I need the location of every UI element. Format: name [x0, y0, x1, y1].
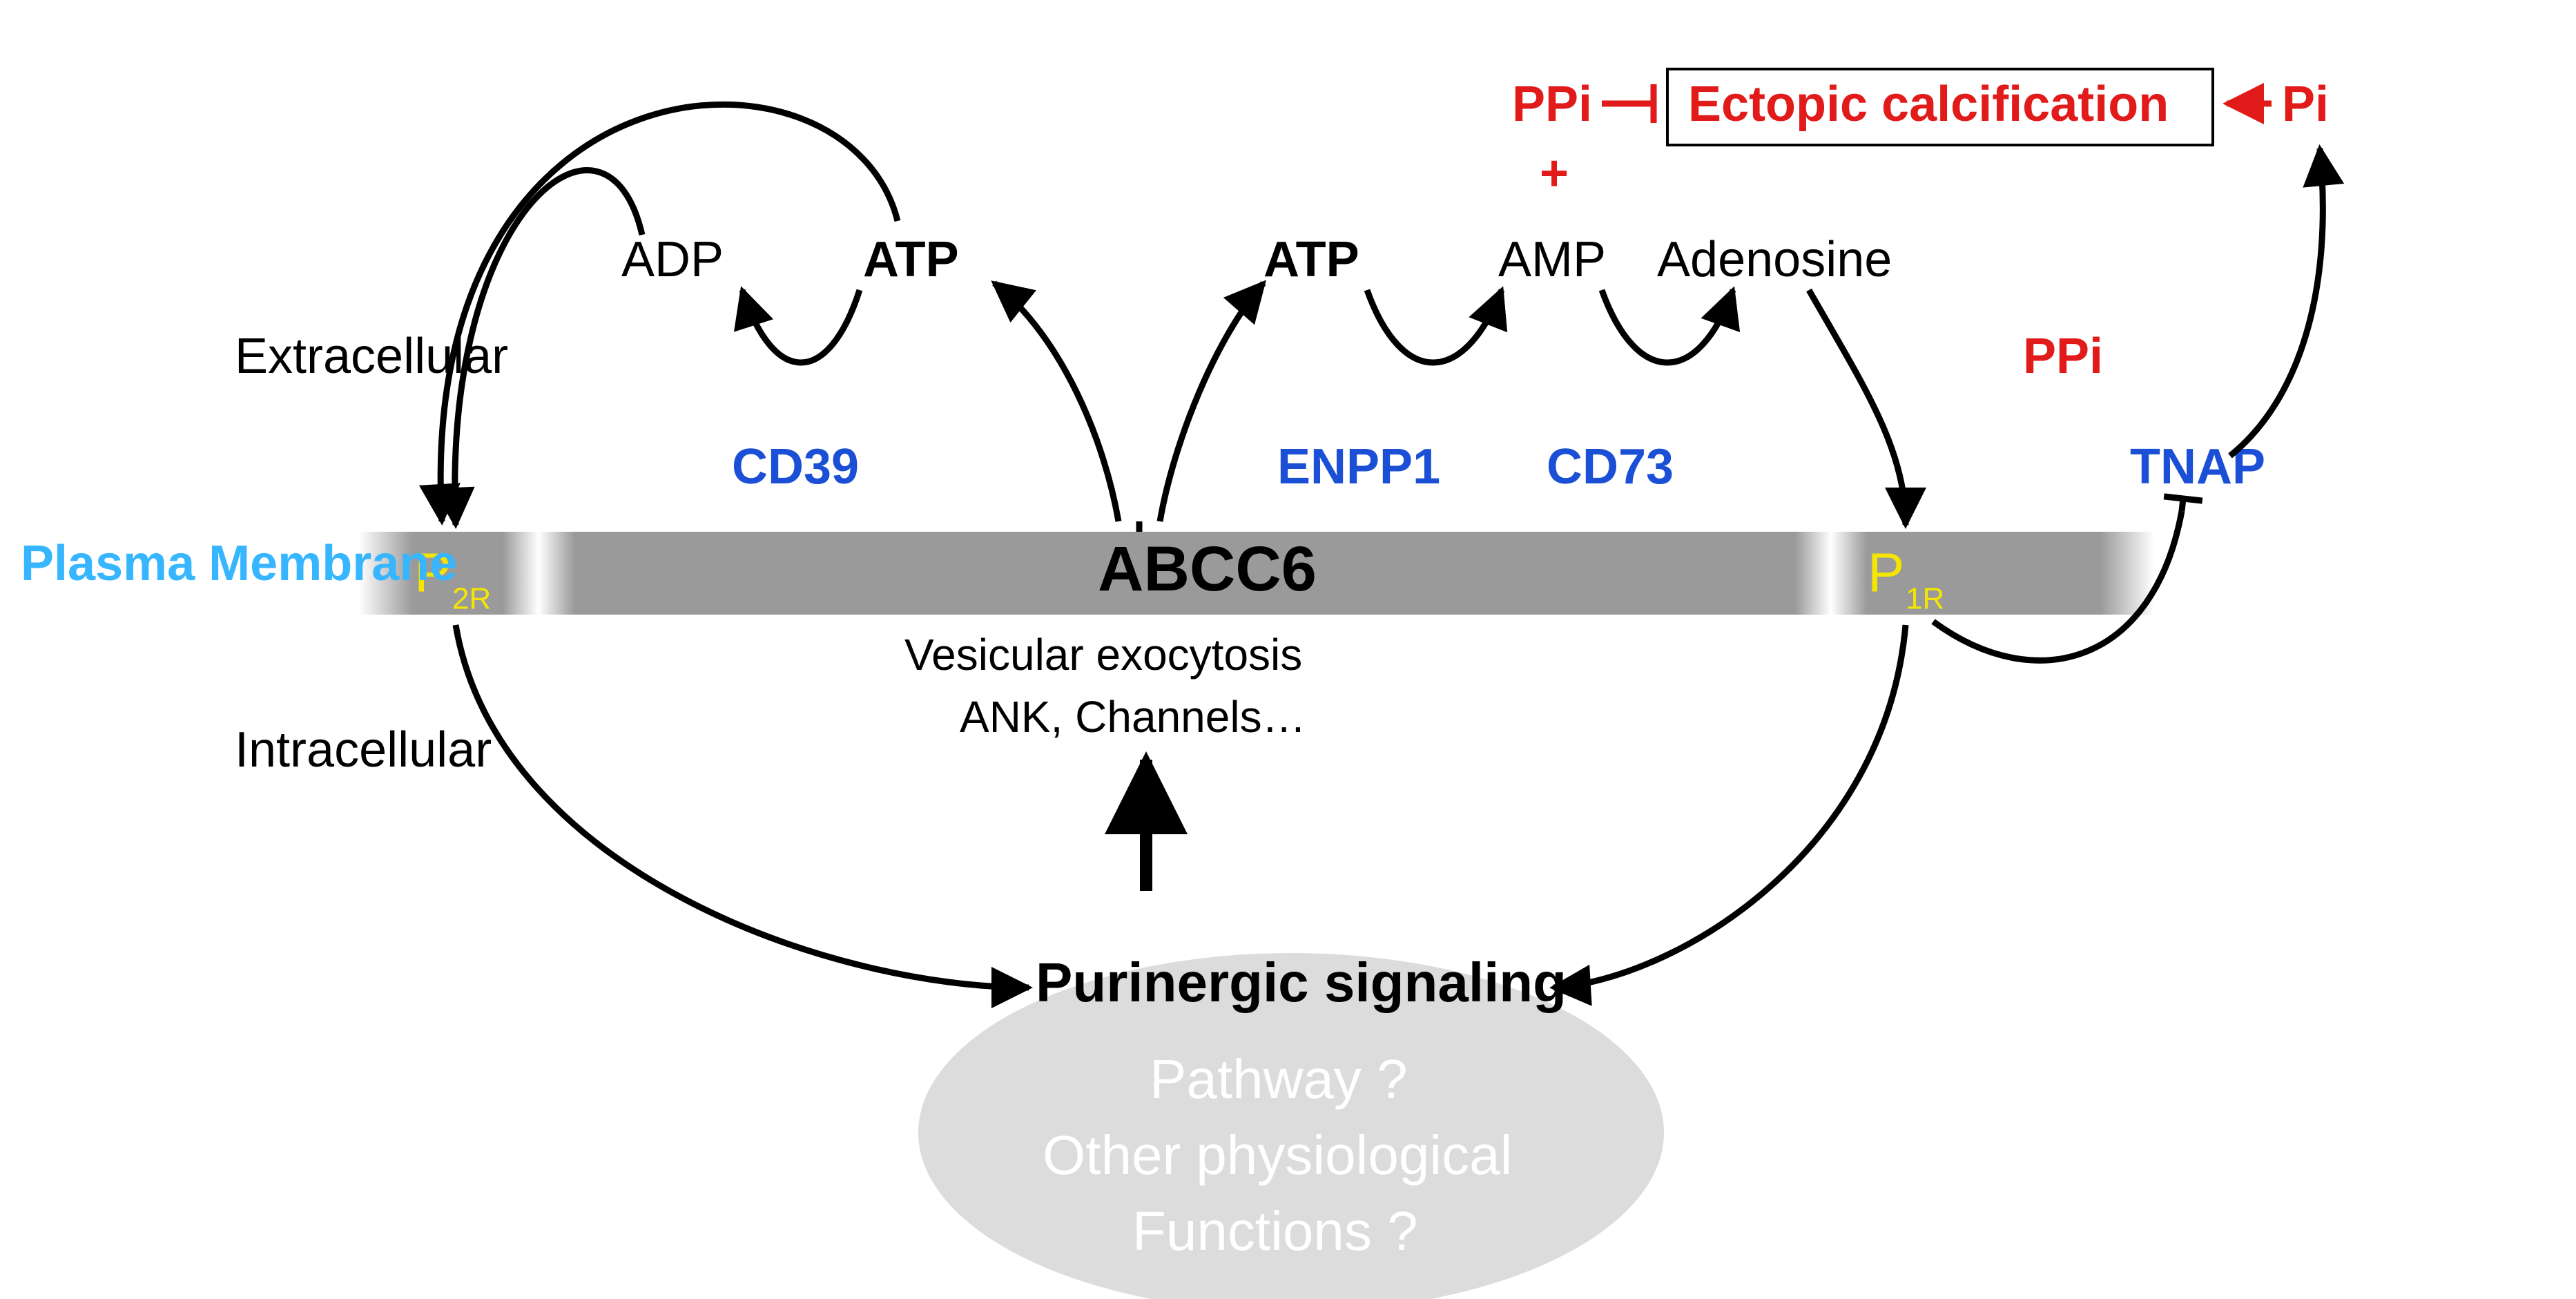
label-plasmaMembrane: Plasma Membrane — [21, 536, 457, 591]
label-ectopic: Ectopic calcification — [1688, 77, 2169, 132]
label-adp: ADP — [621, 232, 724, 287]
label-abcc6: ABCC6 — [1098, 534, 1317, 604]
tnap-to-pi — [2230, 148, 2323, 456]
amp-to-adenosine — [1602, 290, 1733, 363]
p1r-to-purinergic — [1553, 625, 1906, 988]
abcc6-to-atp-left — [994, 283, 1118, 521]
label-functions: Functions ? — [1132, 1200, 1418, 1262]
label-plusSign: + — [1540, 146, 1569, 201]
label-purinergic: Purinergic signaling — [1036, 952, 1567, 1013]
label-otherPhys: Other physiological — [1043, 1124, 1512, 1186]
label-intracellular: Intracellular — [235, 722, 492, 778]
label-cd39: CD39 — [732, 439, 859, 494]
receptor-p1r-sub: 1R — [1906, 581, 1944, 615]
label-atp1: ATP — [863, 232, 959, 287]
adenosine-to-p1r — [1809, 290, 1906, 525]
label-ppiTop: PPi — [1512, 77, 1592, 132]
atp-to-adp — [742, 290, 860, 363]
label-ank: ANK, Channels… — [960, 692, 1306, 742]
atp-to-amp — [1367, 290, 1502, 363]
receptor-p2r-sub: 2R — [452, 581, 491, 615]
label-atp2: ATP — [1263, 232, 1359, 287]
label-adenosine: Adenosine — [1657, 232, 1892, 287]
label-tnap: TNAP — [2130, 439, 2265, 494]
label-pathway: Pathway ? — [1150, 1048, 1408, 1110]
label-vesicular: Vesicular exocytosis — [904, 630, 1302, 680]
label-pi: Pi — [2282, 77, 2329, 132]
inhibit-bar — [2164, 497, 2202, 501]
abcc6-to-atp-right — [1160, 283, 1263, 521]
label-enpp1: ENPP1 — [1277, 439, 1440, 494]
label-amp: AMP — [1498, 232, 1606, 287]
label-ppiRight: PPi — [2023, 329, 2103, 384]
label-cd73: CD73 — [1547, 439, 1674, 494]
receptor-p1r-main: P — [1868, 541, 1904, 603]
